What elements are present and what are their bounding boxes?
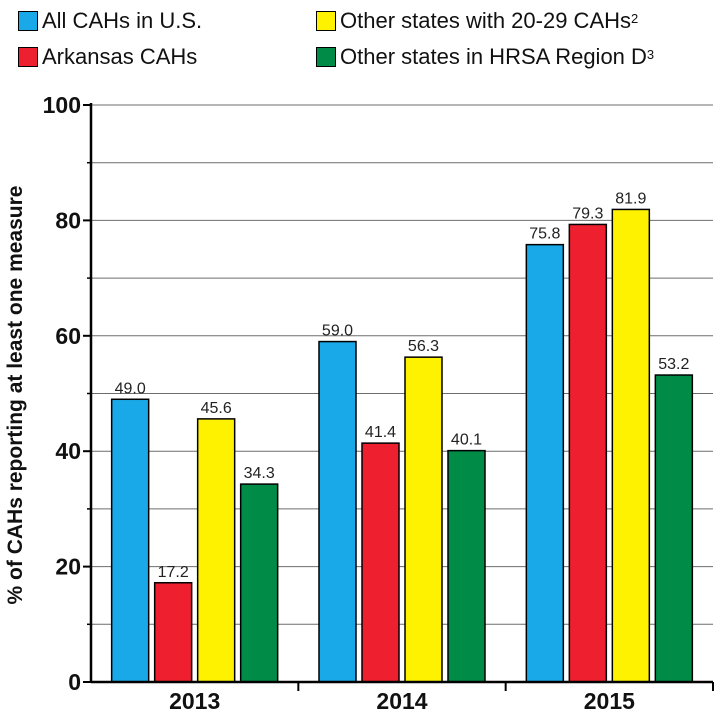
- data-label: 34.3: [244, 465, 275, 482]
- data-label: 49.0: [115, 380, 146, 397]
- bar: [361, 442, 400, 683]
- bar: [196, 418, 236, 683]
- legend-item-arkansas-cahs: Arkansas CAHs: [18, 44, 197, 70]
- y-tick-label: 100: [43, 92, 81, 118]
- legend-swatch: [316, 11, 336, 31]
- bar: [239, 483, 279, 683]
- data-label: 41.4: [365, 424, 396, 441]
- bar: [525, 243, 565, 683]
- bar: [654, 374, 694, 683]
- legend-swatch: [18, 47, 38, 67]
- legend-item-all-cahs: All CAHs in U.S.: [18, 8, 202, 34]
- bar: [447, 449, 486, 683]
- legend-swatch: [18, 11, 38, 31]
- legend-label: Arkansas CAHs: [42, 44, 198, 69]
- x-tick-label: 2015: [584, 688, 635, 714]
- legend-item-other-states-20-29: Other states with 20-29 CAHs 2: [316, 8, 638, 34]
- y-tick-label: 20: [55, 554, 81, 580]
- data-label: 45.6: [201, 400, 232, 417]
- data-label: 81.9: [615, 190, 646, 207]
- y-tick-label: 0: [68, 669, 81, 695]
- legend-label: All CAHs in U.S.: [42, 8, 203, 33]
- data-label: 40.1: [451, 432, 482, 449]
- legend: All CAHs in U.S. Arkansas CAHs Other sta…: [0, 0, 723, 80]
- legend-label: Other states with 20-29 CAHs: [340, 8, 632, 33]
- data-label: 53.2: [658, 356, 689, 373]
- y-tick-label: 80: [55, 207, 81, 233]
- bar: [153, 582, 193, 683]
- data-label: 56.3: [408, 338, 439, 355]
- x-tick-label: 2014: [376, 688, 427, 714]
- x-tick-label: 2013: [169, 688, 220, 714]
- legend-label: Other states in HRSA Region D: [340, 44, 647, 69]
- y-tick-label: 60: [55, 323, 81, 349]
- data-label: 59.0: [322, 323, 353, 340]
- bar: [568, 223, 608, 683]
- data-label: 75.8: [529, 226, 560, 243]
- bar: [611, 208, 651, 683]
- bar: [404, 356, 443, 683]
- bar: [318, 340, 357, 683]
- data-label: 79.3: [572, 205, 603, 222]
- bar: [110, 398, 150, 683]
- legend-superscript: 3: [646, 46, 655, 62]
- legend-superscript: 2: [631, 10, 639, 26]
- y-tick-label: 40: [55, 438, 81, 464]
- legend-swatch: [316, 47, 336, 67]
- data-label: 17.2: [158, 564, 189, 581]
